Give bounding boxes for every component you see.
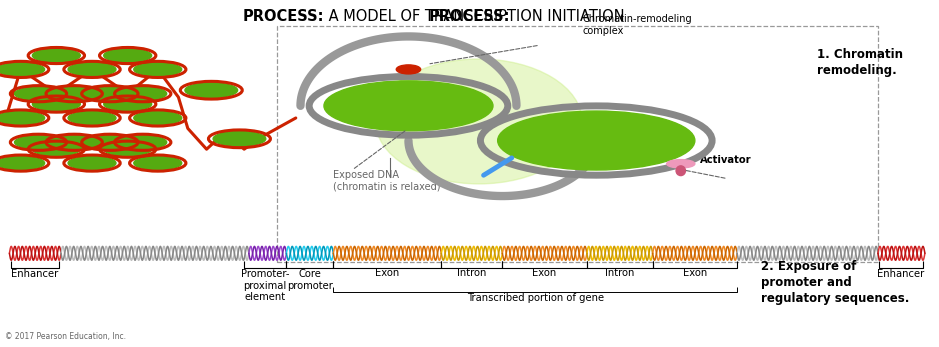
- Text: 1. Chromatin
remodeling.: 1. Chromatin remodeling.: [817, 48, 903, 77]
- Circle shape: [396, 65, 421, 74]
- Text: Intron: Intron: [456, 268, 486, 278]
- Ellipse shape: [119, 87, 167, 101]
- Ellipse shape: [69, 62, 116, 76]
- Ellipse shape: [213, 132, 266, 146]
- Ellipse shape: [51, 136, 98, 149]
- Ellipse shape: [32, 98, 81, 111]
- Text: Enhancer: Enhancer: [877, 269, 924, 279]
- Ellipse shape: [32, 49, 81, 62]
- Ellipse shape: [104, 98, 152, 111]
- Text: 2. Exposure of
promoter and
regulatory sequences.: 2. Exposure of promoter and regulatory s…: [761, 260, 909, 305]
- Text: A MODEL OF TRANSCRIPTION INITIATION: A MODEL OF TRANSCRIPTION INITIATION: [324, 9, 624, 24]
- Ellipse shape: [134, 62, 182, 76]
- Ellipse shape: [0, 156, 44, 170]
- Text: Chromatin-remodeling
complex: Chromatin-remodeling complex: [582, 14, 692, 36]
- Text: Promoter-
proximal
element: Promoter- proximal element: [240, 269, 289, 303]
- Ellipse shape: [0, 111, 44, 125]
- Ellipse shape: [69, 156, 116, 170]
- Ellipse shape: [86, 87, 134, 101]
- Ellipse shape: [376, 59, 582, 184]
- Ellipse shape: [134, 156, 182, 170]
- Text: Activator: Activator: [700, 155, 751, 164]
- Ellipse shape: [119, 136, 167, 149]
- Text: Exon: Exon: [375, 268, 399, 278]
- Ellipse shape: [498, 111, 695, 170]
- Ellipse shape: [15, 87, 62, 101]
- Ellipse shape: [185, 83, 238, 98]
- Text: PROCESS:: PROCESS:: [242, 9, 324, 24]
- Ellipse shape: [676, 166, 685, 176]
- Ellipse shape: [134, 111, 182, 125]
- Ellipse shape: [667, 160, 695, 168]
- Text: © 2017 Pearson Education, Inc.: © 2017 Pearson Education, Inc.: [5, 332, 126, 341]
- Text: Core
promoter: Core promoter: [287, 269, 332, 291]
- Ellipse shape: [104, 143, 152, 156]
- Text: Enhancer: Enhancer: [11, 269, 58, 279]
- Text: Transcribed portion of gene: Transcribed portion of gene: [467, 294, 604, 303]
- Ellipse shape: [69, 111, 116, 125]
- Ellipse shape: [15, 136, 62, 149]
- Text: Exon: Exon: [532, 268, 557, 278]
- Text: Exposed DNA
(chromatin is relaxed): Exposed DNA (chromatin is relaxed): [333, 170, 440, 192]
- Ellipse shape: [0, 62, 44, 76]
- Ellipse shape: [86, 136, 134, 149]
- Ellipse shape: [104, 49, 152, 62]
- Ellipse shape: [51, 87, 98, 101]
- Ellipse shape: [32, 143, 81, 156]
- Text: Exon: Exon: [683, 268, 707, 278]
- Text: Intron: Intron: [605, 268, 635, 278]
- Ellipse shape: [324, 81, 493, 131]
- Text: PROCESS:: PROCESS:: [429, 9, 510, 24]
